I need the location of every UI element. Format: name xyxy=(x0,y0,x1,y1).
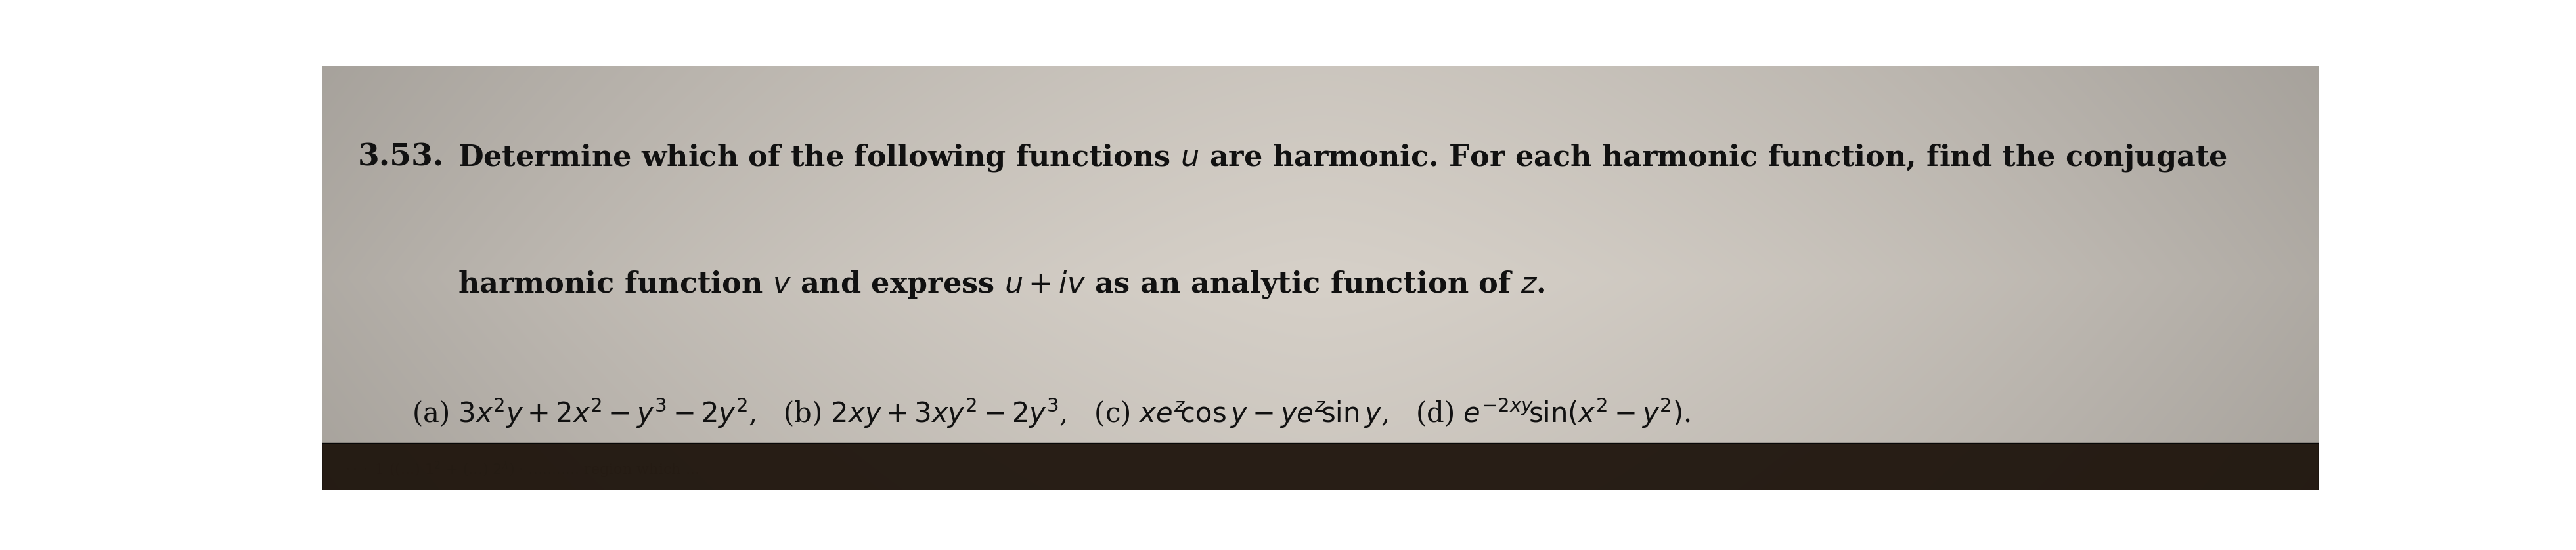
Text: Determine which of the following functions $u$ are harmonic. For each harmonic f: Determine which of the following functio… xyxy=(459,142,2228,173)
FancyBboxPatch shape xyxy=(322,443,2318,498)
Text: 3.53.: 3.53. xyxy=(358,142,443,172)
Text: $\cdot\cdot\cdot$ 1 ((...) $1^2$ + (...) $2^{\lambda}$) $\cdot$ ........... regi: $\cdot\cdot\cdot$ 1 ((...) $1^2$ + (...)… xyxy=(322,460,698,480)
Text: (a) $3x^2y + 2x^2 - y^3 - 2y^2$,   (b) $2xy + 3xy^2 - 2y^3$,   (c) $xe^z\!\cos y: (a) $3x^2y + 2x^2 - y^3 - 2y^2$, (b) $2x… xyxy=(412,397,1690,430)
Text: harmonic function $v$ and express $u + iv$ as an analytic function of $z$.: harmonic function $v$ and express $u + i… xyxy=(459,270,1546,300)
